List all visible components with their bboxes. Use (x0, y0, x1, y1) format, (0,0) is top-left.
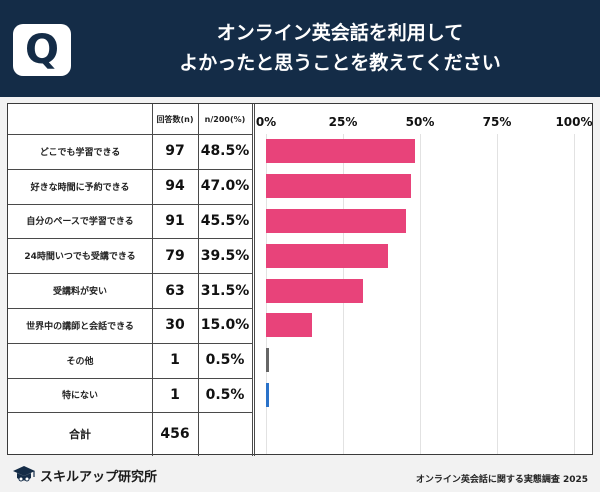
table-row-count: 63 (165, 282, 185, 299)
table-row-percent: 0.5% (205, 352, 245, 369)
x-tick-label: 25% (328, 115, 358, 129)
x-tick-label: 50% (405, 115, 435, 129)
title-line-1: オンライン英会話を利用して (216, 22, 464, 44)
table-row-count: 79 (165, 247, 185, 264)
table-row-percent: 0.5% (205, 386, 245, 403)
row-divider (8, 377, 252, 379)
question-badge: Q (13, 24, 71, 76)
table-row-percent: 45.5% (200, 212, 250, 229)
row-divider (8, 342, 252, 344)
table-row-percent: 47.0% (200, 178, 250, 195)
header-banner: Q オンライン英会話を利用して よかったと思うことを教えてください (0, 0, 600, 97)
table-row-label: 好きな時間に予約できる (30, 182, 130, 193)
table-row-percent: 39.5% (200, 247, 250, 264)
col-divider (254, 104, 255, 456)
col-header-count: 回答数(n) (156, 114, 194, 124)
chart-bar (266, 348, 269, 373)
chart-gridline (497, 134, 498, 454)
brand-logo: スキルアップ研究所 (12, 465, 157, 485)
chart-bar (266, 209, 407, 233)
table-row-label: 24時間いつでも受講できる (24, 252, 136, 263)
title-line-2: よかったと思うことを教えてください (179, 52, 501, 74)
row-divider (8, 203, 252, 205)
graduation-cap-icon (13, 466, 35, 482)
chart-bar (266, 383, 269, 407)
row-divider (8, 308, 252, 309)
total-value: 456 (160, 426, 190, 443)
table-row-count: 97 (165, 143, 185, 160)
table-row-count: 30 (165, 317, 185, 334)
row-divider (8, 238, 252, 240)
x-tick-label: 75% (482, 115, 512, 129)
table-row-label: 特にない (61, 391, 98, 402)
question-letter: Q (24, 27, 59, 73)
row-divider (8, 168, 252, 170)
col-divider (152, 104, 153, 456)
table-row-percent: 31.5% (200, 282, 250, 299)
table-row-label: 世界中の講師と会話できる (26, 321, 134, 332)
table-row-percent: 48.5% (200, 143, 250, 160)
col-header-percent: n/200(%) (204, 114, 246, 124)
x-tick-label: 100% (555, 115, 593, 129)
row-divider (8, 412, 252, 414)
table-row-count: 91 (165, 212, 185, 229)
source-note: オンライン英会話に関する実態調査 2025 (415, 475, 588, 485)
table-row-count: 1 (170, 386, 180, 403)
chart-bar (266, 243, 388, 268)
chart-bar (266, 313, 313, 338)
row-divider (8, 134, 252, 135)
brand-name: スキルアップ研究所 (40, 469, 158, 485)
col-divider (252, 104, 253, 456)
table-row-label: 受講料が安い (52, 287, 107, 298)
chart-gridline (420, 134, 421, 454)
table-row-percent: 15.0% (200, 317, 250, 334)
col-divider (198, 104, 199, 456)
table-row-count: 94 (165, 178, 185, 195)
table-row-label: その他 (66, 356, 94, 367)
chart-bar (266, 174, 411, 199)
table-row-label: どこでも学習できる (39, 147, 121, 158)
chart-gridline (574, 134, 575, 454)
total-label: 合計 (69, 428, 91, 442)
results-table: 0% 25% 50% 75% 100% 回答数(n) n/200(%) どこでも学習できる 97… (7, 103, 593, 456)
question-title: オンライン英会話を利用して よかったと思うことを教えてください (80, 18, 600, 78)
chart-bar (266, 278, 364, 303)
chart-bar (266, 139, 416, 164)
table-row-label: 自分のペースで学習できる (26, 217, 134, 228)
x-tick-label: 0% (255, 115, 277, 129)
table-row-count: 1 (170, 352, 180, 369)
row-divider (8, 273, 252, 275)
